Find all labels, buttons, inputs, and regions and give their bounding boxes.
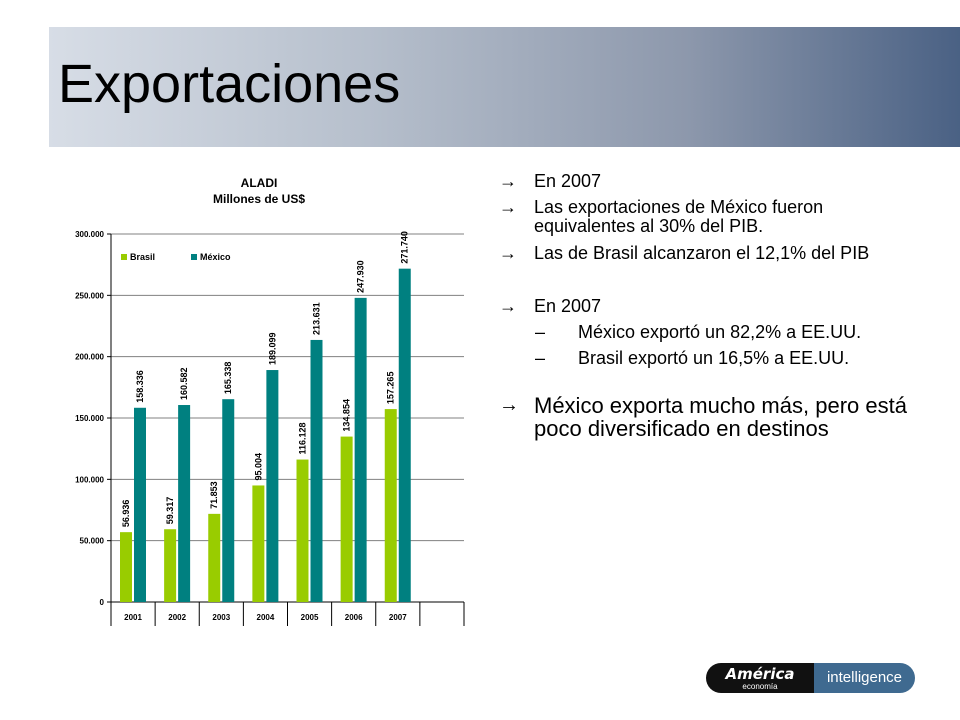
bar-mxico-2002 (178, 405, 191, 602)
bar-mxico-2006 (354, 297, 367, 602)
x-tick-label: 2004 (257, 613, 275, 622)
bar-mxico-2007 (398, 268, 411, 602)
x-tick-label: 2001 (124, 613, 142, 622)
x-tick-label: 2002 (168, 613, 186, 622)
bullet-item: → En 2007 (499, 172, 919, 191)
y-tick-label: 200.000 (75, 353, 104, 362)
y-tick-label: 250.000 (75, 291, 104, 300)
chart-subtitle: Millones de US$ (213, 192, 305, 206)
bullet-text: México exporta mucho más, pero está poco… (534, 393, 907, 441)
dash-bullet: – (535, 322, 546, 342)
data-label: 157.265 (386, 372, 396, 405)
legend-label: México (200, 252, 231, 262)
bullet-text: Las exportaciones de México fueron equiv… (534, 197, 824, 236)
bullet-text: En 2007 (534, 171, 602, 191)
bullet-item: → Las exportaciones de México fueron equ… (499, 198, 919, 236)
data-label: 116.128 (298, 423, 308, 455)
data-label: 160.582 (179, 367, 189, 400)
bar-brasil-2004 (252, 485, 265, 602)
bullet-item: → Las de Brasil alcanzaron el 12,1% del … (499, 244, 919, 263)
arrow-bullet-icon: → (499, 197, 517, 217)
legend-swatch-brasil (121, 254, 127, 260)
bar-brasil-2001 (120, 532, 132, 602)
data-label: 247.930 (356, 260, 366, 293)
arrow-bullet-icon: → (499, 171, 517, 191)
bar-mxico-2005 (310, 339, 323, 602)
bullet-text: En 2007 (534, 296, 602, 316)
bullet-list: → En 2007 → Las exportaciones de México … (499, 172, 919, 441)
bar-brasil-2003 (208, 513, 221, 602)
arrow-bullet-icon: → (499, 243, 517, 263)
sub-bullet-text: Brasil exportó un 16,5% a EE.UU. (578, 348, 850, 368)
y-tick-label: 50.000 (80, 537, 105, 546)
sub-bullet-item: – Brasil exportó un 16,5% a EE.UU. (535, 349, 919, 368)
y-tick-label: 0 (100, 598, 105, 607)
dash-bullet: – (535, 348, 546, 368)
data-label: 165.338 (223, 362, 233, 395)
bar-mxico-2003 (222, 399, 235, 602)
data-label: 271.740 (400, 231, 410, 264)
y-tick-label: 100.000 (75, 475, 104, 484)
data-label: 213.631 (312, 302, 322, 335)
data-label: 189.099 (267, 332, 277, 365)
data-label: 59.317 (165, 497, 175, 525)
chart-title: ALADI (241, 176, 278, 190)
data-label: 56.936 (121, 500, 131, 528)
title-band (49, 27, 960, 147)
logo-tag: intelligence (814, 663, 915, 693)
bar-brasil-2006 (340, 436, 353, 602)
bar-brasil-2005 (296, 459, 309, 602)
data-label: 158.336 (135, 370, 145, 403)
x-tick-label: 2007 (389, 613, 407, 622)
arrow-bullet-icon: → (499, 394, 519, 416)
slide-title: Exportaciones (58, 54, 401, 114)
legend-label: Brasil (130, 252, 155, 262)
legend-swatch-mxico (191, 254, 197, 260)
logo-brand: América (725, 665, 795, 683)
bar-brasil-2002 (164, 529, 177, 602)
bullet-item: → México exporta mucho más, pero está po… (499, 394, 919, 440)
data-label: 95.004 (253, 453, 263, 481)
sub-bullet-item: – México exportó un 82,2% a EE.UU. (535, 323, 919, 342)
logo-brand-block: América economía (706, 663, 814, 693)
x-tick-label: 2003 (212, 613, 230, 622)
bar-mxico-2001 (134, 407, 146, 602)
y-tick-label: 300.000 (75, 230, 104, 239)
bullet-text: Las de Brasil alcanzaron el 12,1% del PI… (534, 243, 870, 263)
bar-mxico-2004 (266, 370, 279, 602)
x-tick-label: 2006 (345, 613, 363, 622)
america-economia-logo: América economía intelligence (706, 663, 915, 693)
y-tick-label: 150.000 (75, 414, 104, 423)
x-tick-label: 2005 (301, 613, 319, 622)
logo-sub: economía (742, 682, 778, 691)
data-label: 71.853 (209, 481, 219, 509)
arrow-bullet-icon: → (499, 296, 517, 316)
sub-bullet-text: México exportó un 82,2% a EE.UU. (578, 322, 862, 342)
bullet-item: → En 2007 (499, 297, 919, 316)
data-label: 134.854 (342, 399, 352, 432)
bar-brasil-2007 (384, 409, 397, 602)
